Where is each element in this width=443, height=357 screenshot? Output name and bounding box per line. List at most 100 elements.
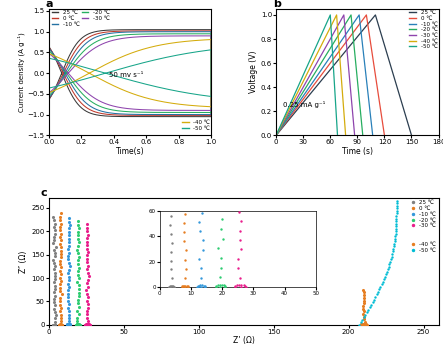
Point [393, 206, 400, 211]
Point [84, 239, 91, 245]
Legend: -40 ℃, -50 ℃: -40 ℃, -50 ℃ [182, 120, 210, 131]
Point [51, 319, 58, 325]
Point [85, 273, 92, 279]
Point [361, 317, 368, 322]
Point [58, 315, 65, 321]
Point [64, 270, 71, 276]
Text: c: c [41, 188, 47, 198]
Text: 0.25 mA g⁻¹: 0.25 mA g⁻¹ [283, 101, 325, 109]
Point [50, 322, 57, 328]
Point [393, 201, 400, 206]
Point [383, 269, 390, 275]
Point [76, 225, 83, 231]
Point [51, 267, 58, 272]
Point [76, 286, 83, 292]
Point [51, 290, 58, 295]
Point [381, 274, 389, 280]
Legend: -40 ℃, -50 ℃: -40 ℃, -50 ℃ [412, 242, 436, 252]
Point [361, 308, 368, 314]
Point [84, 270, 91, 276]
Point [65, 232, 72, 238]
Point [84, 256, 91, 262]
Point [74, 229, 81, 235]
Point [391, 241, 398, 247]
Point [66, 315, 73, 321]
Point [58, 292, 66, 297]
Point [86, 322, 93, 328]
Point [66, 267, 73, 273]
Point [370, 297, 377, 302]
Point [85, 263, 92, 269]
Point [393, 198, 400, 204]
Point [74, 321, 81, 327]
Point [81, 322, 88, 328]
Point [65, 257, 72, 262]
Point [358, 322, 365, 327]
Point [85, 232, 92, 237]
Point [74, 308, 81, 313]
Point [51, 296, 58, 302]
Point [65, 322, 72, 328]
Point [359, 321, 366, 327]
Point [72, 322, 79, 328]
Point [52, 270, 59, 276]
Point [76, 321, 83, 327]
Point [56, 322, 63, 328]
Point [57, 245, 64, 250]
Point [75, 311, 82, 317]
Point [51, 234, 58, 240]
Point [389, 248, 396, 254]
Point [58, 265, 65, 270]
Point [66, 250, 73, 255]
Point [84, 318, 91, 324]
Point [52, 322, 59, 328]
Point [51, 224, 58, 230]
Point [359, 303, 366, 309]
Point [65, 240, 72, 245]
Point [56, 214, 63, 220]
Point [51, 273, 58, 279]
Point [75, 254, 82, 260]
Point [83, 322, 90, 328]
Point [361, 319, 368, 325]
Point [57, 231, 64, 237]
Point [66, 260, 73, 266]
Point [57, 322, 64, 328]
Point [83, 225, 90, 231]
Point [56, 322, 63, 327]
Point [360, 322, 367, 328]
Point [66, 321, 73, 327]
Point [65, 219, 72, 225]
Point [52, 309, 59, 315]
Point [66, 277, 73, 283]
Point [57, 234, 64, 240]
Point [52, 244, 59, 250]
Point [376, 287, 383, 292]
Point [56, 258, 63, 263]
Point [390, 246, 397, 252]
Point [379, 279, 386, 285]
Point [382, 271, 389, 277]
Point [51, 250, 58, 256]
Point [65, 321, 72, 327]
Point [56, 322, 63, 327]
Point [51, 237, 58, 243]
Point [75, 250, 82, 256]
Point [85, 249, 92, 255]
Point [83, 308, 90, 314]
Point [52, 227, 59, 233]
Point [66, 243, 73, 248]
Point [57, 322, 64, 327]
Y-axis label: Current density (A g⁻¹): Current density (A g⁻¹) [17, 32, 25, 112]
Point [393, 216, 400, 221]
Point [74, 301, 81, 306]
Point [377, 284, 384, 290]
Point [392, 228, 399, 234]
Point [84, 298, 91, 303]
Point [84, 321, 91, 327]
Point [359, 306, 366, 312]
Point [51, 253, 58, 259]
Point [52, 231, 59, 236]
Point [75, 321, 82, 327]
Point [56, 224, 63, 230]
